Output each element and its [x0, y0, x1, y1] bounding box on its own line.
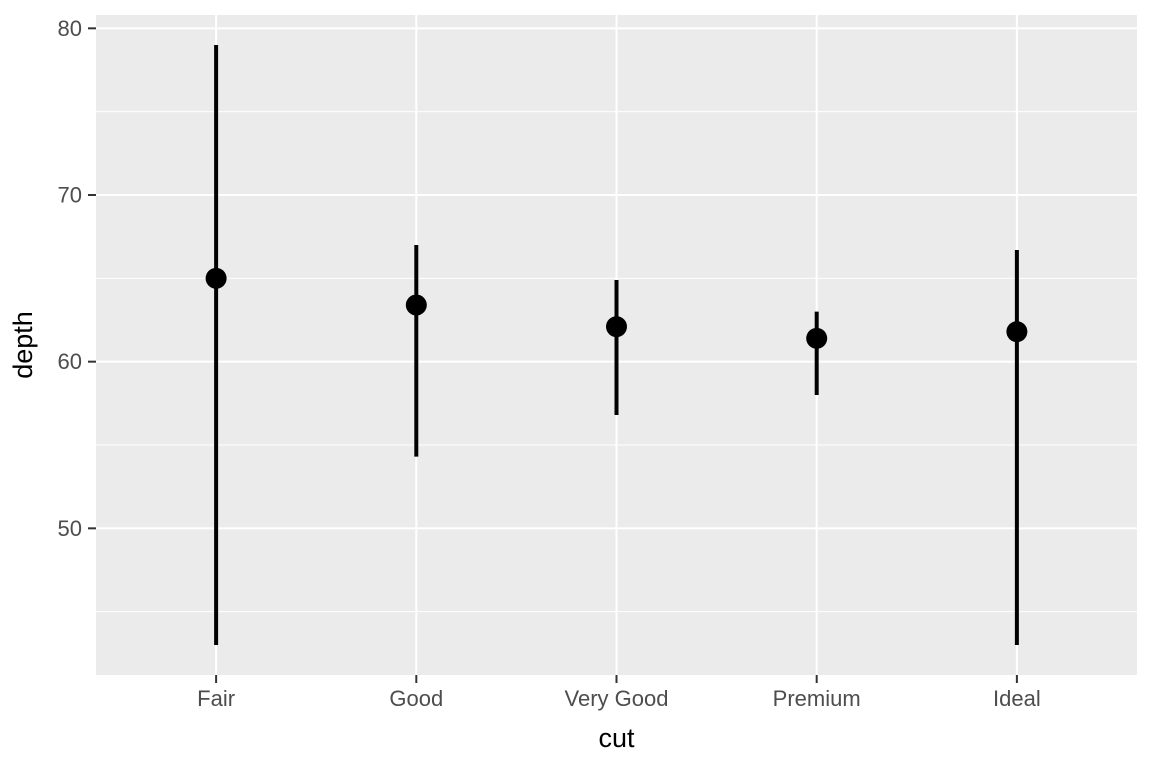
x-tick-label: Good: [389, 686, 443, 711]
y-tick-label: 50: [58, 516, 82, 541]
pointrange-dot: [405, 294, 427, 316]
y-tick-label: 60: [58, 349, 82, 374]
y-tick-label: 80: [58, 16, 82, 41]
x-tick-label: Fair: [197, 686, 235, 711]
pointrange: [1006, 250, 1028, 645]
pointrange-dot: [606, 316, 627, 338]
pointrange-dot: [806, 327, 828, 349]
pointrange: [205, 45, 227, 645]
pointrange-dot: [205, 267, 227, 289]
x-tick-label: Ideal: [993, 686, 1041, 711]
pointrange-dot: [1006, 321, 1028, 343]
pointrange: [606, 280, 627, 415]
pointrange: [405, 245, 427, 457]
y-axis-title: depth: [8, 311, 38, 379]
x-tick-label: Very Good: [565, 686, 669, 711]
pointrange: [806, 311, 828, 395]
x-axis-title: cut: [598, 723, 635, 753]
x-tick-label: Premium: [773, 686, 861, 711]
y-tick-label: 70: [58, 183, 82, 208]
